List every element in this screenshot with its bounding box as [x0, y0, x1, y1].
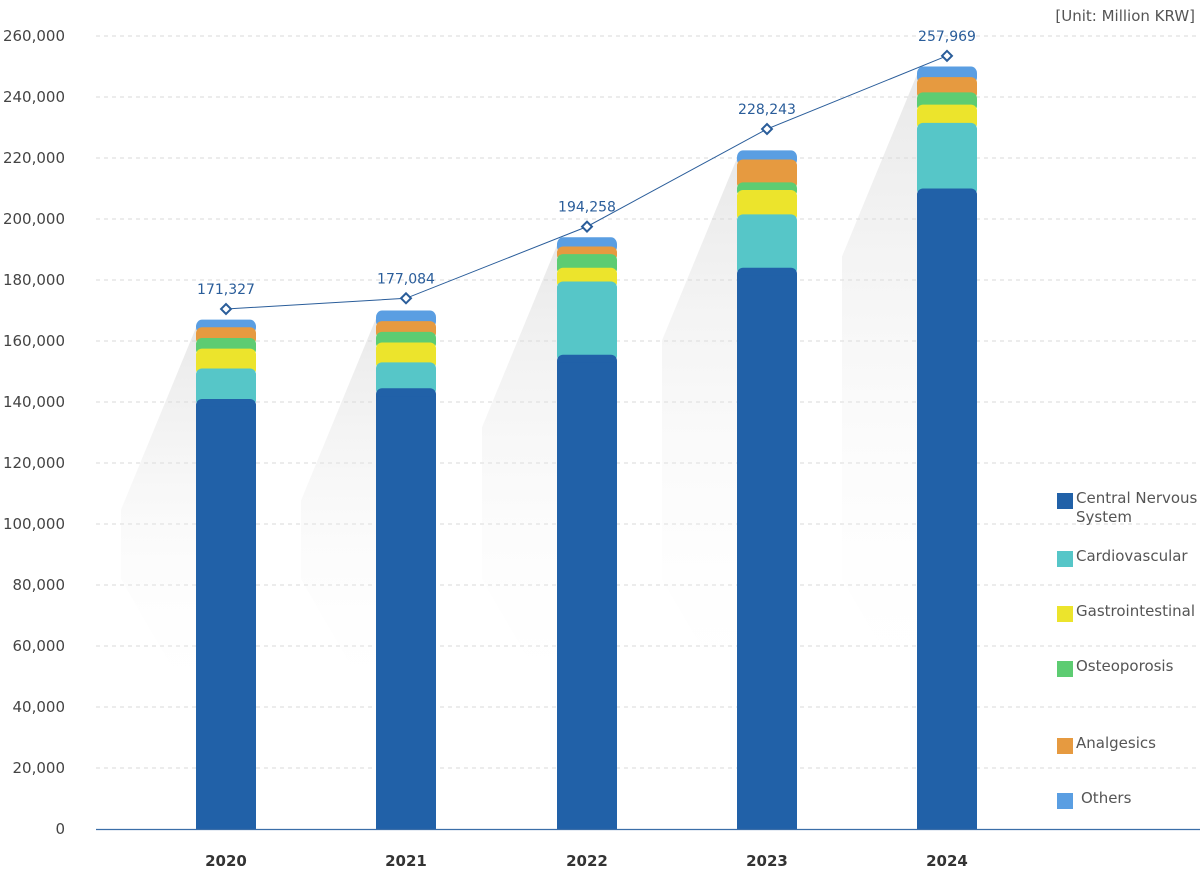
totals-line-point [399, 291, 413, 305]
bar-segment-base-fill [737, 275, 797, 829]
bar-segment-cardiovascular [196, 368, 256, 406]
y-tick-label: 160,000 [3, 332, 65, 350]
total-data-label: 194,258 [558, 200, 616, 216]
y-tick-label: 240,000 [3, 88, 65, 106]
total-data-label: 257,969 [918, 29, 976, 45]
total-data-label: 228,243 [738, 102, 796, 118]
x-tick-label: 2023 [746, 852, 788, 870]
x-tick-label: 2021 [385, 852, 427, 870]
y-tick-label: 80,000 [13, 576, 66, 594]
x-axis: 2020 2021 2022 2023 2024 [96, 828, 1200, 870]
x-tick-label: 2020 [205, 852, 247, 870]
legend-label: Others [1081, 789, 1132, 807]
totals-line: 171,327 177,084 194,258 228,243 257,969 [197, 29, 976, 316]
totals-line-point [580, 220, 594, 233]
y-tick-label: 180,000 [3, 271, 65, 289]
bar-segment-cardiovascular [557, 281, 617, 362]
legend-swatch [1057, 661, 1073, 677]
bar-segment-cardiovascular [737, 214, 797, 275]
legend-label: Analgesics [1076, 734, 1156, 752]
unit-label: [Unit: Million KRW] [1055, 7, 1195, 25]
legend-label: Cardiovascular [1076, 547, 1188, 565]
bar-segment-base-fill [196, 406, 256, 829]
y-tick-label: 120,000 [3, 454, 65, 472]
bar-segment-base-fill [917, 196, 977, 829]
y-tick-label: 60,000 [13, 637, 66, 655]
y-tick-label: 220,000 [3, 149, 65, 167]
legend-label: Gastrointestinal [1076, 602, 1195, 620]
bar-segment-analgesics [737, 159, 797, 190]
y-tick-label: 200,000 [3, 210, 65, 228]
grid-lines [96, 35, 1200, 769]
bar-segment-base-fill [376, 396, 436, 829]
legend-label: Osteoporosis [1076, 657, 1174, 675]
bar-shadow [842, 74, 917, 709]
legend-swatch [1057, 551, 1073, 567]
bar-shadows [121, 74, 917, 710]
y-axis: 0 20,000 40,000 60,000 80,000 100,000 120,000 1… [3, 27, 65, 838]
bar-shadow [662, 158, 737, 709]
bar-shadow [121, 327, 196, 709]
y-tick-label: 40,000 [13, 698, 66, 716]
y-tick-label: 100,000 [3, 515, 65, 533]
bar-segment-cardiovascular [917, 122, 977, 196]
bar-segment-cardiovascular [376, 362, 436, 396]
legend-swatch [1057, 793, 1073, 809]
totals-line-point [760, 122, 774, 136]
x-tick-label: 2022 [566, 852, 608, 870]
bars [196, 66, 977, 829]
legend: Central Nervous System Cardiovascular Gastr… [1057, 489, 1198, 809]
y-tick-label: 20,000 [13, 759, 66, 777]
total-data-label: 171,327 [197, 282, 255, 298]
totals-line-point [219, 302, 233, 316]
y-tick-label: 260,000 [3, 27, 65, 45]
total-data-label: 177,084 [377, 271, 435, 287]
legend-label: Central Nervous System [1076, 489, 1198, 526]
legend-swatch [1057, 738, 1073, 754]
legend-swatch [1057, 606, 1073, 622]
bar-segment-base-fill [557, 362, 617, 829]
legend-swatch [1057, 493, 1073, 509]
bar-shadow [482, 245, 557, 710]
bar-segment-gastrointestinal [737, 190, 797, 222]
totals-line-point [940, 49, 954, 63]
y-tick-label: 140,000 [3, 393, 65, 411]
x-tick-label: 2024 [926, 852, 968, 870]
bar-shadow [301, 318, 376, 709]
y-tick-label: 0 [55, 820, 65, 838]
